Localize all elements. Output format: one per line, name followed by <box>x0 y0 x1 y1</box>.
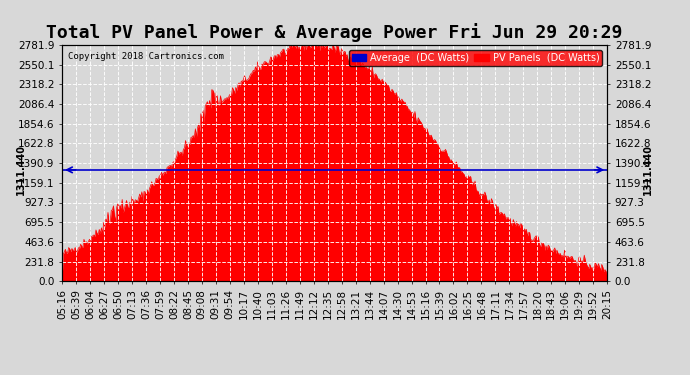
Text: Copyright 2018 Cartronics.com: Copyright 2018 Cartronics.com <box>68 52 224 61</box>
Text: 1311.440: 1311.440 <box>643 144 653 195</box>
Text: 1311.440: 1311.440 <box>17 144 26 195</box>
Legend: Average  (DC Watts), PV Panels  (DC Watts): Average (DC Watts), PV Panels (DC Watts) <box>349 50 602 66</box>
Title: Total PV Panel Power & Average Power Fri Jun 29 20:29: Total PV Panel Power & Average Power Fri… <box>46 23 623 42</box>
